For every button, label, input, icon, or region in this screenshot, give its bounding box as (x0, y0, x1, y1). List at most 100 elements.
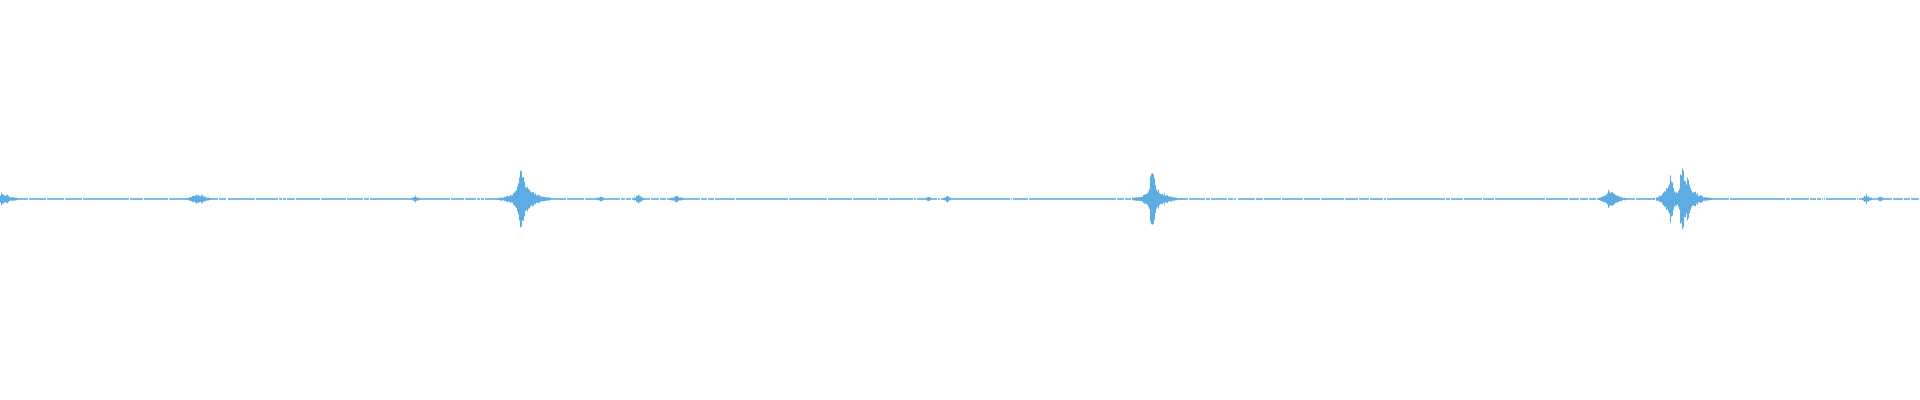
waveform-sample (53, 198, 54, 200)
waveform-sample (582, 198, 583, 200)
waveform-sample (312, 198, 313, 200)
waveform-sample (75, 198, 76, 200)
waveform-sample (1049, 198, 1050, 200)
waveform-sample (439, 198, 440, 200)
waveform-sample (256, 198, 257, 200)
waveform-sample (1385, 198, 1386, 200)
waveform-sample (1843, 198, 1844, 200)
waveform-sample (1120, 198, 1121, 200)
waveform-sample (1034, 198, 1035, 200)
waveform-sample (871, 198, 872, 200)
waveform-sample (1766, 198, 1767, 200)
waveform-sample (759, 198, 760, 200)
waveform-sample (1863, 197, 1864, 201)
waveform-sample (1000, 198, 1001, 200)
waveform-sample (1045, 198, 1046, 200)
waveform-sample (943, 198, 944, 200)
waveform-sample (444, 198, 445, 200)
waveform-sample (970, 198, 971, 200)
waveform-sample (18, 198, 19, 200)
waveform-sample (879, 198, 880, 200)
waveform-sample (1909, 198, 1910, 200)
waveform-sample (1702, 196, 1703, 202)
waveform-sample (1019, 198, 1020, 200)
waveform-sample (923, 198, 924, 200)
waveform-sample (1780, 198, 1781, 200)
waveform-sample (1384, 198, 1385, 200)
waveform-sample (1016, 198, 1017, 200)
waveform-sample (1820, 198, 1821, 200)
waveform-sample (1268, 198, 1269, 200)
waveform-sample (1126, 198, 1127, 200)
waveform-sample (588, 198, 589, 200)
waveform-sample (1138, 197, 1139, 201)
waveform-sample (1647, 198, 1648, 200)
waveform-sample (477, 198, 478, 200)
waveform-sample (207, 197, 208, 201)
waveform-sample (1350, 198, 1351, 200)
waveform-sample (686, 198, 687, 200)
waveform-sample (1362, 198, 1363, 200)
waveform-sample (1257, 198, 1258, 200)
waveform-sample (39, 198, 40, 200)
waveform-sample (1065, 198, 1066, 200)
waveform-sample (260, 198, 261, 200)
waveform-sample (1753, 198, 1754, 200)
waveform-sample (810, 198, 811, 200)
waveform-sample (470, 198, 471, 200)
waveform-sample (1260, 198, 1261, 200)
waveform-sample (1289, 198, 1290, 200)
waveform-sample (365, 198, 366, 200)
waveform-sample (275, 198, 276, 200)
waveform-sample (769, 198, 770, 200)
waveform-sample (1822, 198, 1823, 200)
waveform-sample (1793, 198, 1794, 200)
waveform-sample (720, 198, 721, 200)
waveform-sample (400, 198, 401, 200)
waveform-sample (1429, 198, 1430, 200)
waveform-sample (84, 198, 85, 200)
waveform-sample (896, 198, 897, 200)
waveform-sample (1486, 198, 1487, 200)
waveform-sample (1491, 198, 1492, 200)
waveform-sample (1187, 198, 1188, 200)
waveform-sample (730, 198, 731, 200)
waveform-sample (1678, 191, 1679, 207)
waveform-sample (1379, 198, 1380, 200)
waveform-sample (1245, 198, 1246, 200)
waveform-sample (262, 198, 263, 200)
waveform-sample (1283, 198, 1284, 200)
waveform-sample (443, 198, 444, 200)
waveform-sample (646, 198, 647, 200)
waveform-sample (1274, 198, 1275, 200)
waveform-sample (261, 198, 262, 200)
waveform-sample (867, 198, 868, 200)
waveform-sample (453, 198, 454, 200)
waveform-sample (1084, 198, 1085, 200)
waveform-sample (137, 198, 138, 200)
waveform-sample (1182, 198, 1183, 200)
waveform-sample (420, 198, 421, 200)
waveform-sample (1778, 198, 1779, 200)
waveform-sample (38, 198, 39, 200)
waveform-sample (802, 198, 803, 200)
waveform-sample (344, 198, 345, 200)
waveform-sample (61, 198, 62, 200)
waveform-sample (903, 198, 904, 200)
waveform-sample (642, 197, 643, 201)
waveform-sample (1604, 196, 1605, 202)
waveform-sample (1794, 198, 1795, 200)
waveform-sample (1013, 198, 1014, 200)
waveform-sample (479, 198, 480, 200)
waveform-sample (1173, 197, 1174, 201)
waveform-sample (452, 198, 453, 200)
waveform-sample (189, 197, 190, 201)
waveform-sample (1811, 198, 1812, 200)
waveform-sample (316, 198, 317, 200)
waveform-sample (712, 198, 713, 200)
waveform-sample (845, 198, 846, 200)
waveform-sample (956, 198, 957, 200)
waveform-sample (136, 198, 137, 200)
